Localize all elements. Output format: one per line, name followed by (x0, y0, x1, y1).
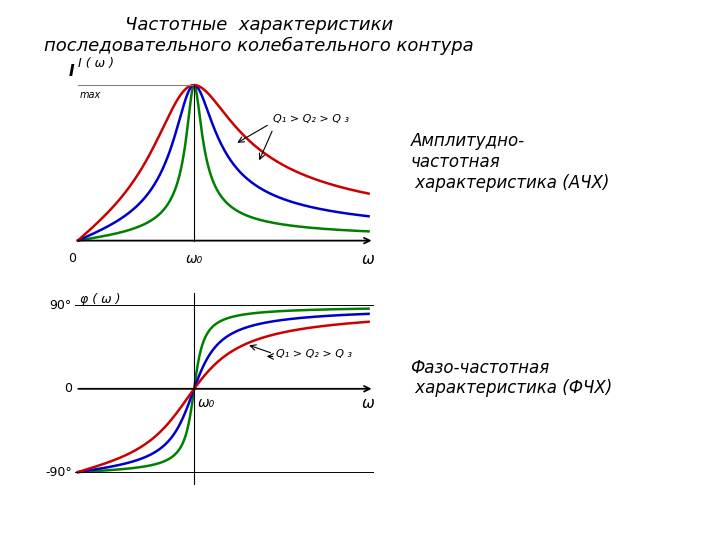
Text: 90°: 90° (50, 299, 72, 312)
Text: 0: 0 (68, 252, 76, 265)
Text: Q₁ > Q₂ > Q ₃: Q₁ > Q₂ > Q ₃ (273, 114, 349, 124)
Text: 0: 0 (64, 382, 72, 395)
Text: Частотные  характеристики
последовательного колебательного контура: Частотные характеристики последовательно… (45, 16, 474, 55)
Text: I: I (68, 64, 74, 79)
Text: I ( ω ): I ( ω ) (78, 57, 114, 70)
Text: Q₁ > Q₂ > Q ₃: Q₁ > Q₂ > Q ₃ (276, 349, 351, 359)
Text: Фазо-частотная
 характеристика (ФЧХ): Фазо-частотная характеристика (ФЧХ) (410, 359, 613, 397)
Text: ω: ω (362, 252, 375, 267)
Text: ω₀: ω₀ (186, 252, 203, 266)
Text: Амплитудно-
частотная
 характеристика (АЧХ): Амплитудно- частотная характеристика (АЧ… (410, 132, 610, 192)
Text: max: max (80, 90, 102, 100)
Text: ω: ω (362, 396, 375, 411)
Text: φ ( ω ): φ ( ω ) (80, 293, 121, 307)
Text: ω₀: ω₀ (197, 396, 215, 410)
Text: -90°: -90° (45, 465, 72, 478)
